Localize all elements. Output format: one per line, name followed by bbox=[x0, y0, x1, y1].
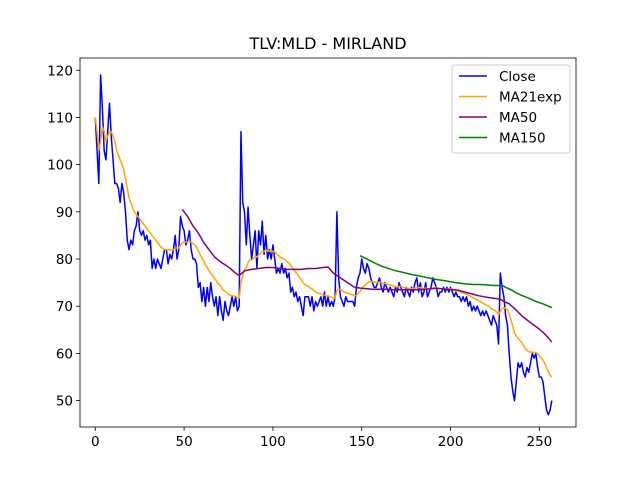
x-tick-label: 50 bbox=[176, 434, 193, 450]
y-tick-label: 50 bbox=[56, 394, 73, 410]
legend: Close MA21exp MA50 MA150 bbox=[451, 64, 571, 154]
series-line-ma21exp bbox=[94, 117, 553, 378]
plot-border bbox=[79, 57, 577, 428]
x-axis: 0 50 100 150 200 250 bbox=[91, 427, 552, 450]
series-line-ma50 bbox=[181, 209, 553, 343]
x-tick-label: 100 bbox=[260, 434, 286, 450]
y-tick-label: 110 bbox=[47, 110, 73, 126]
legend-label: MA150 bbox=[499, 131, 546, 147]
y-tick-label: 80 bbox=[56, 252, 73, 268]
chart-title: TLV:MLD - MIRLAND bbox=[248, 34, 406, 53]
legend-label: MA21exp bbox=[499, 90, 562, 106]
x-tick-label: 250 bbox=[527, 434, 553, 450]
y-tick-label: 120 bbox=[47, 63, 73, 79]
legend-label: MA50 bbox=[499, 110, 537, 126]
y-tick-label: 90 bbox=[56, 205, 73, 221]
x-tick-label: 150 bbox=[349, 434, 375, 450]
y-tick-label: 70 bbox=[56, 299, 73, 315]
x-tick-label: 200 bbox=[438, 434, 464, 450]
x-tick-label: 0 bbox=[91, 434, 100, 450]
legend-box bbox=[451, 64, 571, 154]
y-tick-label: 100 bbox=[47, 158, 73, 174]
series-line-close bbox=[94, 74, 553, 416]
y-axis: 50 60 70 80 90 100 110 120 bbox=[47, 63, 80, 410]
y-tick-label: 60 bbox=[56, 346, 73, 362]
series-layer bbox=[94, 74, 553, 416]
legend-label: Close bbox=[499, 69, 536, 85]
series-line-ma150 bbox=[359, 255, 553, 309]
